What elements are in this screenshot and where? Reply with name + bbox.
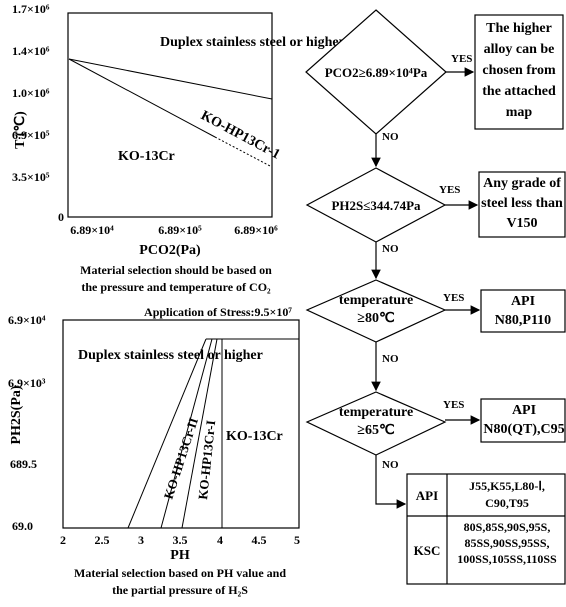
table-api-fo: J55,K55,L80-Ⅰ, C90,T95	[469, 479, 545, 510]
table-label-ksc: KSC	[414, 543, 441, 558]
result-box-2	[478, 171, 566, 238]
result-2-text: Any grade of steel less than V150	[481, 176, 563, 231]
decision-h2s-text: PH2S≤344.74Pa	[331, 198, 421, 213]
x-tick: 2	[60, 533, 66, 547]
table-value-ksc: 80S,85S,90S,95S, 85SS,90SS,95SS, 100SS,1…	[457, 520, 557, 566]
yes-label: YES	[439, 184, 460, 196]
x-tick: 6.89×10⁵	[158, 223, 202, 237]
x-tick: 6.89×10⁴	[70, 223, 114, 237]
y-tick: 6.9×10³	[8, 376, 46, 390]
no-label: NO	[382, 243, 399, 255]
chart1-lower-boundary	[68, 58, 216, 138]
chart2-y-ticks: 6.9×10⁴ 6.9×10³ 689.5 69.0	[8, 313, 46, 533]
result-3-text: API N80,P110	[494, 294, 552, 328]
table-value-api: J55,K55,L80-Ⅰ, C90,T95	[469, 479, 545, 510]
result-box-1	[474, 14, 564, 130]
chart1-upper-boundary	[68, 58, 273, 100]
x-tick: 2.5	[95, 533, 110, 547]
yes-label: YES	[451, 53, 472, 65]
y-tick: 3.5×10⁵	[12, 170, 50, 184]
chart2-region-13cr: KO-13Cr	[226, 429, 283, 444]
chart2-boundary-1	[127, 338, 207, 529]
no-label: NO	[382, 131, 399, 143]
decision-flowchart: PCO2≥6.89×10⁴Pa YES The higher alloy can…	[305, 9, 566, 585]
y-tick: 6.9×10⁴	[8, 313, 46, 327]
chart1-caption-line2: the pressure and temperature of CO₂	[81, 280, 271, 294]
result-3-fo: API N80,P110	[494, 294, 552, 328]
chart2-x-label: PH	[170, 548, 190, 563]
table-label-api: API	[416, 488, 438, 503]
decision-temp65-fo: temperature ≥65℃	[338, 405, 414, 438]
chart2-region-duplex: Duplex stainless steel or higher	[78, 348, 263, 363]
x-tick: 4.5	[252, 533, 267, 547]
chart2-annotation: Application of Stress:9.5×10⁷	[144, 305, 292, 319]
no-label: NO	[382, 459, 399, 471]
chart2-y-label: PH2S(Pa)	[9, 385, 24, 444]
result-1-fo: The higher alloy can be chosen from the …	[482, 21, 556, 120]
result-box-3	[480, 289, 566, 333]
y-tick: 0	[58, 210, 64, 224]
x-tick: 5	[294, 533, 300, 547]
chart2-caption-line2: the partial pressure of H₂S	[112, 583, 248, 597]
co2-temperature-chart: 1.7×10⁶ 1.4×10⁶ 1.0×10⁶ 6.9×10⁵ 3.5×10⁵ …	[12, 2, 345, 294]
x-tick: 4	[217, 533, 223, 547]
y-tick: 6.9×10⁵	[12, 128, 50, 142]
chart2-caption-line1: Material selection based on PH value and	[74, 566, 286, 580]
final-table	[406, 473, 566, 585]
chart1-region-hp13cr: KO-HP13Cr-1	[198, 108, 282, 162]
result-4-text: API N80(QT),C95	[483, 403, 565, 437]
chart1-y-label: T (℃)	[13, 111, 28, 149]
y-tick: 69.0	[12, 519, 33, 533]
chart2-boundary-3	[181, 338, 218, 529]
h2s-ph-chart: Application of Stress:9.5×10⁷ 6.9×10⁴ 6.…	[8, 305, 300, 597]
y-tick: 1.0×10⁶	[12, 86, 50, 100]
yes-label: YES	[443, 399, 464, 411]
x-tick: 3.5	[173, 533, 188, 547]
chart1-lower-boundary-dotted	[214, 136, 273, 168]
chart1-frame	[67, 12, 273, 218]
table-ksc-fo: 80S,85S,90S,95S, 85SS,90SS,95SS, 100SS,1…	[457, 520, 557, 566]
chart2-boundary-2	[160, 338, 213, 529]
y-tick: 1.7×10⁶	[12, 2, 50, 16]
decision-temp65-text: temperature ≥65℃	[338, 405, 414, 438]
chart1-x-ticks: 6.89×10⁴ 6.89×10⁵ 6.89×10⁶	[70, 223, 278, 237]
x-tick: 6.89×10⁶	[234, 223, 278, 237]
result-1-text: The higher alloy can be chosen from the …	[482, 21, 556, 120]
result-4-fo: API N80(QT),C95	[483, 403, 565, 437]
decision-temp80-fo: temperature ≥80℃	[338, 293, 414, 326]
chart2-region-hp13cr-i: KO-HP13Cr-I	[195, 420, 218, 501]
y-tick: 689.5	[10, 457, 37, 471]
y-tick: 1.4×10⁶	[12, 44, 50, 58]
chart2-x-ticks: 2 2.5 3 3.5 4 4.5 5	[60, 533, 300, 547]
chart2-frame	[62, 319, 300, 529]
chart1-region-duplex: Duplex stainless steel or higher	[160, 35, 345, 50]
decision-temp80-text: temperature ≥80℃	[338, 293, 414, 326]
yes-label: YES	[443, 292, 464, 304]
chart1-region-13cr: KO-13Cr	[118, 149, 175, 164]
no-arrow	[375, 455, 407, 509]
x-tick: 3	[138, 533, 144, 547]
chart1-x-label: PCO2(Pa)	[139, 243, 201, 258]
no-label: NO	[382, 353, 399, 365]
chart1-y-ticks: 1.7×10⁶ 1.4×10⁶ 1.0×10⁶ 6.9×10⁵ 3.5×10⁵ …	[12, 2, 64, 224]
decision-co2-text: PCO2≥6.89×10⁴Pa	[325, 65, 428, 80]
chart1-caption-line1: Material selection should be based on	[80, 263, 272, 277]
result-box-4	[480, 398, 566, 443]
result-2-fo: Any grade of steel less than V150	[481, 176, 563, 231]
